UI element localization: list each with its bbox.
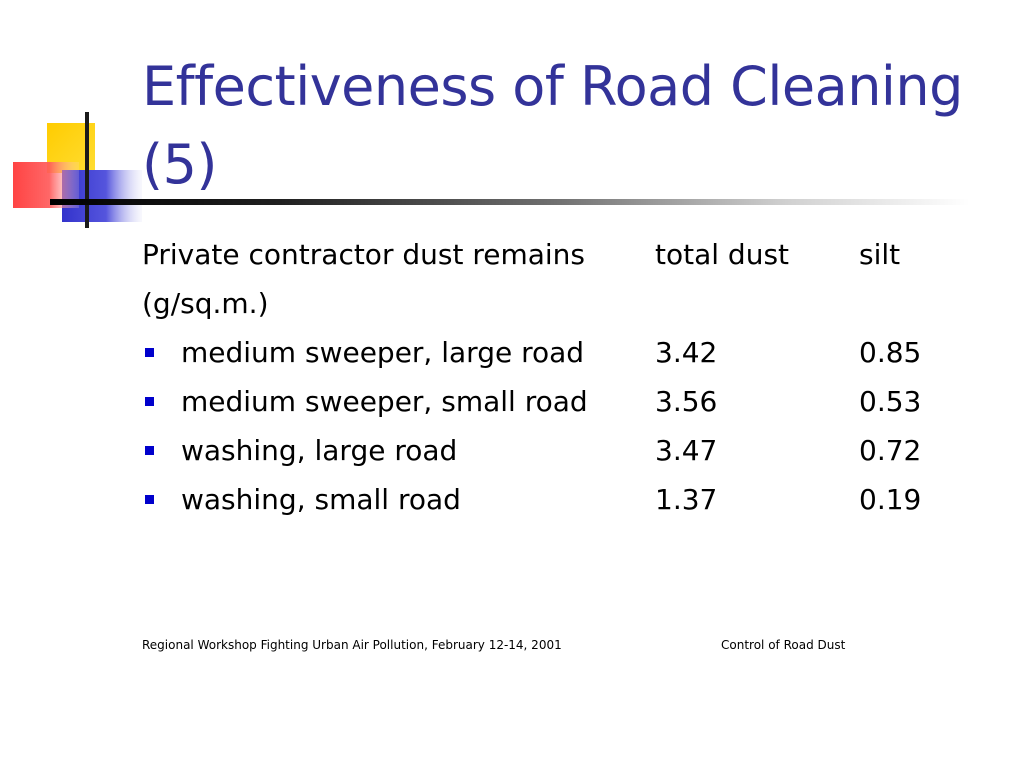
row-total-dust: 1.37: [655, 483, 718, 516]
row-total-dust: 3.56: [655, 385, 718, 418]
table-row: medium sweeper, large road 3.42 0.85: [142, 328, 1002, 377]
bullet-icon: [145, 446, 154, 455]
row-silt: 0.53: [859, 385, 922, 418]
row-total-dust: 3.42: [655, 336, 718, 369]
bullet-icon: [145, 495, 154, 504]
slide-title: Effectiveness of Road Cleaning (5): [142, 55, 963, 196]
footer-event: Regional Workshop Fighting Urban Air Pol…: [142, 638, 562, 652]
slide-logo: [13, 112, 160, 228]
bullet-icon: [145, 397, 154, 406]
row-label: washing, small road: [181, 483, 461, 516]
table-unit-row: (g/sq.m.): [142, 279, 1002, 328]
row-silt: 0.19: [859, 483, 922, 516]
table-row: washing, large road 3.47 0.72: [142, 426, 1002, 475]
row-total-dust: 3.47: [655, 434, 718, 467]
row-silt: 0.72: [859, 434, 922, 467]
row-silt: 0.85: [859, 336, 922, 369]
dust-table: Private contractor dust remains total du…: [142, 230, 1002, 524]
table-row: medium sweeper, small road 3.56 0.53: [142, 377, 1002, 426]
header-label: Private contractor dust remains: [142, 238, 586, 271]
header-unit: (g/sq.m.): [142, 287, 269, 320]
row-label: medium sweeper, small road: [181, 385, 588, 418]
bullet-icon: [145, 348, 154, 357]
table-row: washing, small road 1.37 0.19: [142, 475, 1002, 524]
table-header-row: Private contractor dust remains total du…: [142, 230, 1002, 279]
logo-vertical-line: [85, 112, 89, 228]
header-silt: silt: [859, 238, 901, 271]
row-label: medium sweeper, large road: [181, 336, 585, 369]
row-label: washing, large road: [181, 434, 458, 467]
footer-topic: Control of Road Dust: [721, 638, 846, 652]
title-divider: [50, 199, 970, 205]
header-total-dust: total dust: [655, 238, 790, 271]
